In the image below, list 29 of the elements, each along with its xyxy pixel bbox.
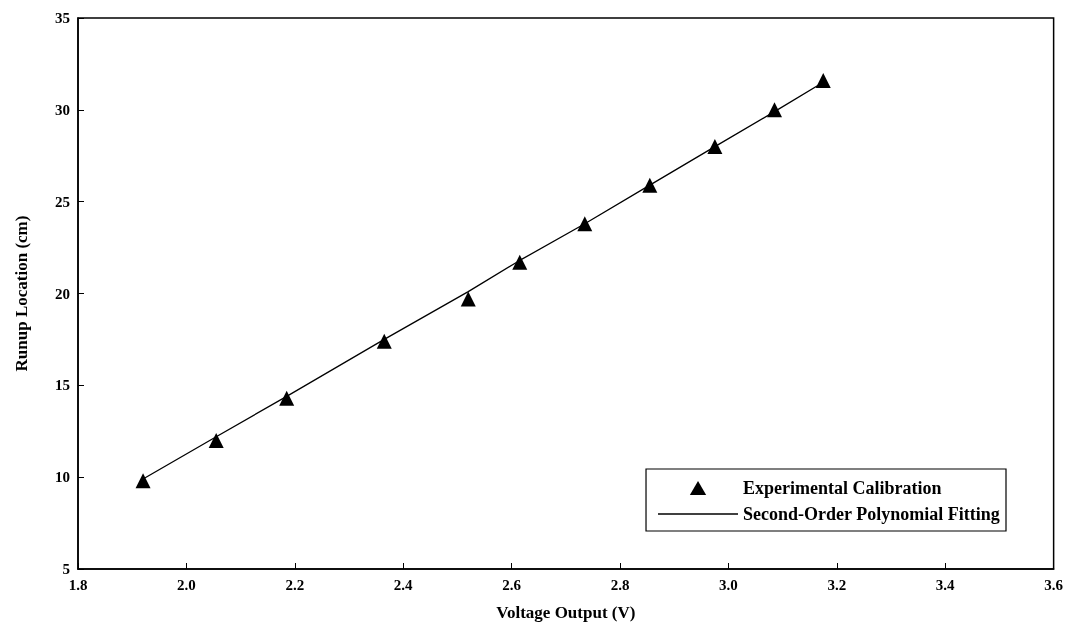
y-tick-label: 35 — [55, 10, 70, 26]
point — [376, 333, 392, 349]
x-tick-label: 2.2 — [285, 576, 305, 593]
x-tick-label: 3.6 — [1044, 576, 1064, 593]
x-tick-label: 3.2 — [827, 576, 847, 593]
x-tick-label: 1.8 — [68, 576, 88, 593]
y-axis-title: Runup Location (cm) — [12, 215, 31, 372]
x-tick-label: 2.8 — [610, 576, 630, 593]
point — [460, 291, 476, 307]
legend-label: Second-Order Polynomial Fitting — [743, 504, 1000, 524]
point — [815, 72, 831, 88]
point — [135, 473, 151, 489]
x-tick-label: 2.6 — [502, 576, 522, 593]
y-tick-label: 20 — [55, 285, 70, 302]
x-tick-label: 3.4 — [935, 576, 956, 593]
x-axis-title: Voltage Output (V) — [496, 603, 636, 622]
y-tick-label: 5 — [62, 561, 70, 577]
point — [642, 177, 658, 193]
point — [512, 254, 528, 270]
y-tick-label: 25 — [55, 193, 70, 210]
y-tick-label: 10 — [55, 469, 70, 486]
y-tick-label: 15 — [55, 377, 70, 394]
x-tick-label: 3.0 — [719, 576, 738, 593]
x-tick-label: 2.4 — [393, 576, 414, 593]
x-tick-label: 2.0 — [177, 576, 196, 593]
point — [279, 390, 295, 406]
legend-label: Experimental Calibration — [743, 478, 942, 498]
y-tick-label: 30 — [55, 101, 70, 118]
point — [208, 432, 224, 448]
